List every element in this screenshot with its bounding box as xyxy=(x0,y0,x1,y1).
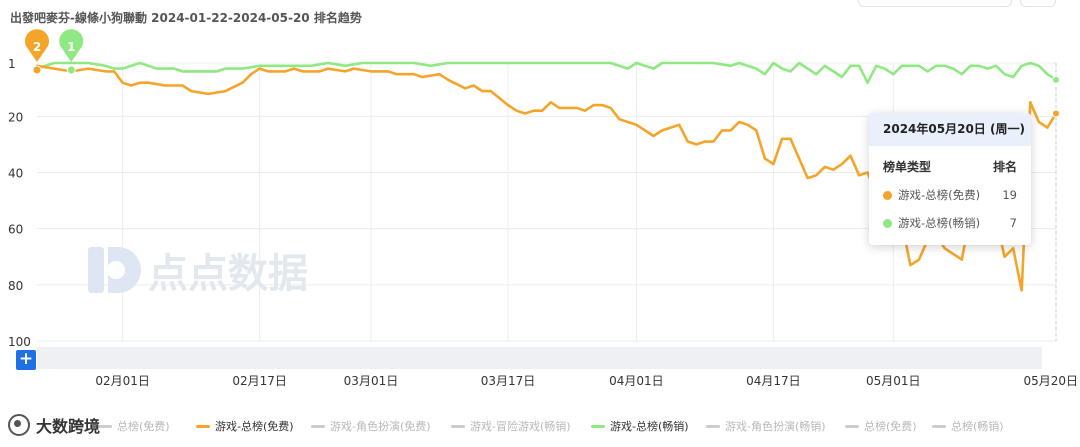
tooltip-date: 2024年05月20日 (周一) xyxy=(869,113,1031,146)
brand-text: 大数跨境 xyxy=(36,417,101,436)
tooltip-row-value: 7 xyxy=(1009,216,1017,230)
legend-label: 游戏-总榜(免费) xyxy=(215,420,294,433)
x-tick-label: 05月20日 xyxy=(1023,374,1078,388)
legend-item[interactable]: 游戏-总榜(免费) xyxy=(196,417,294,435)
top-dropdown[interactable] xyxy=(858,0,1012,7)
marker-dot xyxy=(66,65,76,75)
tooltip-row-name: 游戏-总榜(畅销) xyxy=(898,216,981,230)
x-tick-label: 02月01日 xyxy=(95,374,150,388)
y-tick-label: 40 xyxy=(8,167,23,181)
legend-item[interactable]: 总榜(免费) xyxy=(845,417,917,435)
legend-item[interactable]: 总榜(畅销) xyxy=(932,417,1004,435)
marker-dot xyxy=(32,65,42,75)
tooltip-col-rank: 排名 xyxy=(992,160,1017,174)
series-dot-icon xyxy=(883,190,892,200)
chart-axes: 1 20 40 60 80 100 02月01日 02月17日 03月01日 03月17日 04月0… xyxy=(8,57,1078,388)
x-tick-label: 04月01日 xyxy=(609,374,664,388)
legend-swatch-icon xyxy=(845,424,859,428)
legend-swatch-icon xyxy=(591,424,605,428)
legend-label: 游戏-角色扮演(畅销) xyxy=(725,420,826,433)
watermark-text: 点点数据 xyxy=(148,251,308,297)
marker-label: 1 xyxy=(67,40,75,54)
legend-item[interactable]: 游戏-总榜(畅销) xyxy=(591,417,689,435)
y-tick-label: 1 xyxy=(8,57,16,71)
tooltip-col-type: 榜单类型 xyxy=(883,160,932,174)
legend-label: 总榜(免费) xyxy=(117,420,170,433)
x-tick-label: 05月01日 xyxy=(866,374,921,388)
rank-marker: 2 xyxy=(25,29,50,75)
legend-label: 总榜(免费) xyxy=(864,420,917,433)
series-line xyxy=(35,64,1058,292)
marker-pin-icon xyxy=(59,29,84,62)
brand-watermark: 大数跨境 xyxy=(8,413,100,437)
y-tick-label: 20 xyxy=(8,110,23,124)
series-line xyxy=(35,61,1058,84)
y-tick-label: 100 xyxy=(8,335,31,349)
legend-item[interactable]: 游戏-角色扮演(畅销) xyxy=(706,417,826,435)
legend-label: 游戏-角色扮演(免费) xyxy=(330,420,431,433)
marker-label: 2 xyxy=(33,40,41,54)
top-icon-button[interactable] xyxy=(1020,0,1056,7)
tooltip-row-name: 游戏-总榜(免费) xyxy=(898,188,981,202)
legend-swatch-icon xyxy=(98,424,112,428)
x-tick-label: 02月17日 xyxy=(232,374,287,388)
x-tick-label: 04月17日 xyxy=(746,374,801,388)
legend-swatch-icon xyxy=(706,424,720,428)
tooltip-row: 游戏-总榜(畅销) 7 xyxy=(869,203,1031,231)
series-dot-icon xyxy=(883,218,892,228)
range-slider-track[interactable] xyxy=(37,347,1042,369)
y-tick-label: 80 xyxy=(8,279,23,293)
x-tick-label: 03月01日 xyxy=(344,374,399,388)
tooltip-row-value: 19 xyxy=(1002,188,1017,202)
legend: 总榜(免费) 游戏-总榜(免费) 游戏-角色扮演(免费) 游戏-冒险游戏(畅销)… xyxy=(0,417,1080,437)
legend-swatch-icon xyxy=(196,424,210,428)
data-point xyxy=(1052,75,1060,84)
data-point xyxy=(1052,109,1060,118)
legend-label: 游戏-总榜(畅销) xyxy=(610,420,689,433)
rank-marker: 1 xyxy=(59,29,84,75)
legend-item[interactable]: 游戏-冒险游戏(畅销) xyxy=(451,417,571,435)
marker-pin-icon xyxy=(25,29,50,62)
watermark: 点点数据 xyxy=(88,247,308,297)
brand-logo-icon xyxy=(8,414,30,436)
tooltip: 2024年05月20日 (周一) 榜单类型 排名 游戏-总榜(免费) 19 游戏… xyxy=(869,113,1031,245)
x-tick-label: 03月17日 xyxy=(481,374,536,388)
legend-item[interactable]: 总榜(免费) xyxy=(98,417,170,435)
legend-label: 总榜(畅销) xyxy=(951,420,1004,433)
legend-swatch-icon xyxy=(932,424,946,428)
chart-title: 出發吧麥芬-線條小狗聯動 2024-01-22-2024-05-20 排名趋势 xyxy=(10,11,362,25)
add-button[interactable]: + xyxy=(16,350,36,370)
y-tick-label: 60 xyxy=(8,223,23,237)
legend-item[interactable]: 游戏-角色扮演(免费) xyxy=(311,417,431,435)
legend-label: 游戏-冒险游戏(畅销) xyxy=(470,420,571,433)
legend-swatch-icon xyxy=(451,424,465,428)
legend-swatch-icon xyxy=(311,424,325,428)
series-layer xyxy=(35,61,1060,292)
tooltip-row: 游戏-总榜(免费) 19 xyxy=(869,175,1031,203)
